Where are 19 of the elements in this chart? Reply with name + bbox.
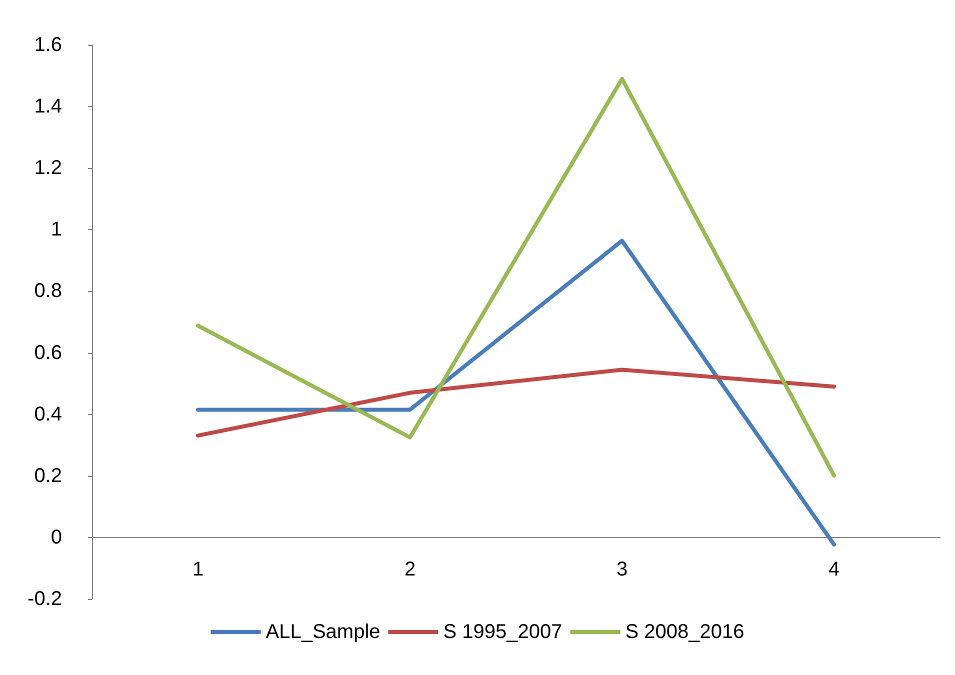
y-tick-label: -0.2	[28, 588, 62, 610]
y-tick-label: 0.6	[34, 342, 62, 364]
x-tick-label: 4	[828, 558, 840, 580]
y-tick-label: 0.2	[34, 464, 62, 487]
y-tick-label: 1.6	[34, 34, 62, 56]
y-tick-label: 0.8	[34, 280, 62, 302]
y-tick-label: 1	[50, 218, 62, 241]
y-tick-label: 0	[50, 526, 62, 548]
x-tick-label: 3	[616, 558, 628, 580]
line-series	[196, 368, 836, 438]
line-series	[196, 76, 836, 478]
y-tick-label: 1.4	[34, 96, 62, 118]
legend-label: S 2008_2016	[625, 621, 744, 643]
legend-label: ALL_Sample	[266, 621, 380, 643]
x-tick-label: 1	[192, 558, 204, 580]
y-tick-label: 1.2	[34, 157, 62, 180]
x-tick-label: 2	[404, 558, 416, 580]
legend-label: S 1995_2007	[443, 621, 562, 643]
y-tick-label: 0.4	[34, 403, 62, 426]
